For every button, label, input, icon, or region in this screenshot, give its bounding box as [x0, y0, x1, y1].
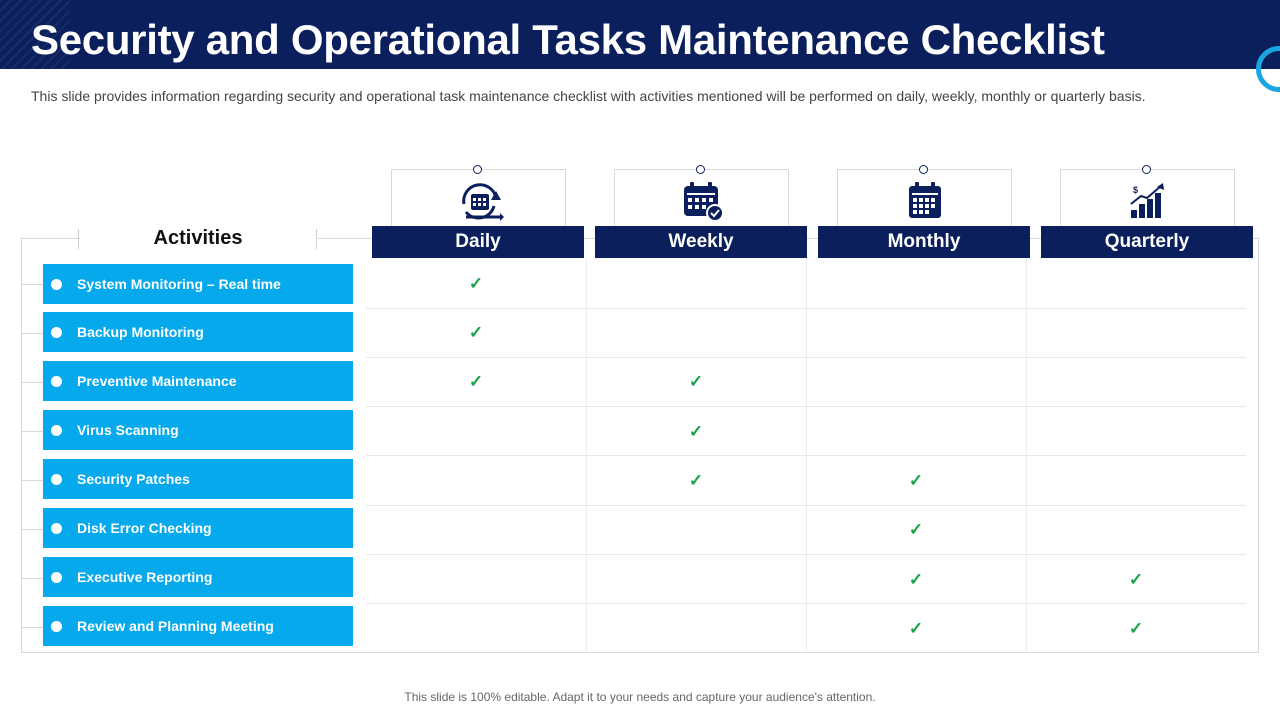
check-weekly: ✓ [688, 422, 704, 441]
hanger-ring [1142, 165, 1151, 174]
row-divider [366, 505, 1246, 506]
activity-label: System Monitoring – Real time [77, 276, 281, 292]
connector-line [21, 627, 43, 628]
check-weekly: ✓ [688, 471, 704, 490]
activity-row: Disk Error Checking [43, 508, 353, 548]
check-weekly: ✓ [688, 372, 704, 391]
calendar-check-icon [684, 182, 724, 222]
bullet-dot [51, 278, 62, 290]
activity-row: Executive Reporting [43, 557, 353, 597]
weekly-icon-box [614, 165, 789, 227]
row-divider [366, 357, 1246, 358]
activity-label: Disk Error Checking [77, 520, 212, 536]
activity-row: Preventive Maintenance [43, 361, 353, 401]
connector-line [21, 333, 43, 334]
connector-line [21, 529, 43, 530]
recurring-calendar-icon [462, 183, 504, 221]
page-title: Security and Operational Tasks Maintenan… [31, 16, 1105, 63]
title-bar: Security and Operational Tasks Maintenan… [0, 0, 1280, 69]
check-quarterly: ✓ [1128, 570, 1144, 589]
bullet-dot [51, 326, 62, 338]
column-header-daily: Daily [372, 226, 584, 258]
hanger-ring [473, 165, 482, 174]
activities-heading-mask [80, 228, 318, 250]
monthly-icon-box [837, 165, 1012, 227]
footer-note: This slide is 100% editable. Adapt it to… [404, 690, 876, 704]
bullet-dot [51, 473, 62, 485]
connector-line [21, 431, 43, 432]
bullet-dot [51, 375, 62, 387]
column-header-monthly: Monthly [818, 226, 1030, 258]
bullet-dot [51, 571, 62, 583]
column-header-weekly: Weekly [595, 226, 807, 258]
check-monthly: ✓ [908, 471, 924, 490]
bullet-dot [51, 522, 62, 534]
heading-divider-right [316, 229, 317, 249]
activity-label: Review and Planning Meeting [77, 618, 274, 634]
page-subtitle: This slide provides information regardin… [31, 88, 1146, 104]
activity-row: Security Patches [43, 459, 353, 499]
activity-row: Virus Scanning [43, 410, 353, 450]
activity-label: Virus Scanning [77, 422, 179, 438]
check-monthly: ✓ [908, 520, 924, 539]
heading-divider-left [78, 229, 79, 249]
activity-row: Review and Planning Meeting [43, 606, 353, 646]
check-monthly: ✓ [908, 570, 924, 589]
connector-line [21, 480, 43, 481]
connector-line [21, 284, 43, 285]
check-monthly: ✓ [908, 619, 924, 638]
connector-line [21, 382, 43, 383]
decorative-ring [1256, 46, 1280, 92]
hanger-ring [919, 165, 928, 174]
bullet-dot [51, 620, 62, 632]
growth-chart-icon: $ [1130, 183, 1164, 218]
activity-label: Security Patches [77, 471, 190, 487]
row-divider [366, 554, 1246, 555]
check-quarterly: ✓ [1128, 619, 1144, 638]
activity-row: Backup Monitoring [43, 312, 353, 352]
activities-heading: Activities [153, 227, 243, 249]
activity-label: Executive Reporting [77, 569, 213, 585]
row-divider [366, 603, 1246, 604]
bullet-dot [51, 424, 62, 436]
calendar-grid-icon [909, 182, 941, 218]
row-divider [366, 455, 1246, 456]
activity-label: Backup Monitoring [77, 324, 204, 340]
column-header-quarterly: Quarterly [1041, 226, 1253, 258]
quarterly-icon-box: $ [1060, 165, 1235, 227]
check-daily: ✓ [468, 274, 484, 293]
row-divider [366, 406, 1246, 407]
check-daily: ✓ [468, 323, 484, 342]
activity-row: System Monitoring – Real time [43, 264, 353, 304]
row-divider [366, 308, 1246, 309]
daily-icon-box [391, 165, 566, 227]
hanger-ring [696, 165, 705, 174]
connector-line [21, 578, 43, 579]
svg-text:$: $ [1133, 185, 1138, 195]
title-bar-pattern [0, 0, 70, 69]
activity-label: Preventive Maintenance [77, 373, 237, 389]
check-daily: ✓ [468, 372, 484, 391]
